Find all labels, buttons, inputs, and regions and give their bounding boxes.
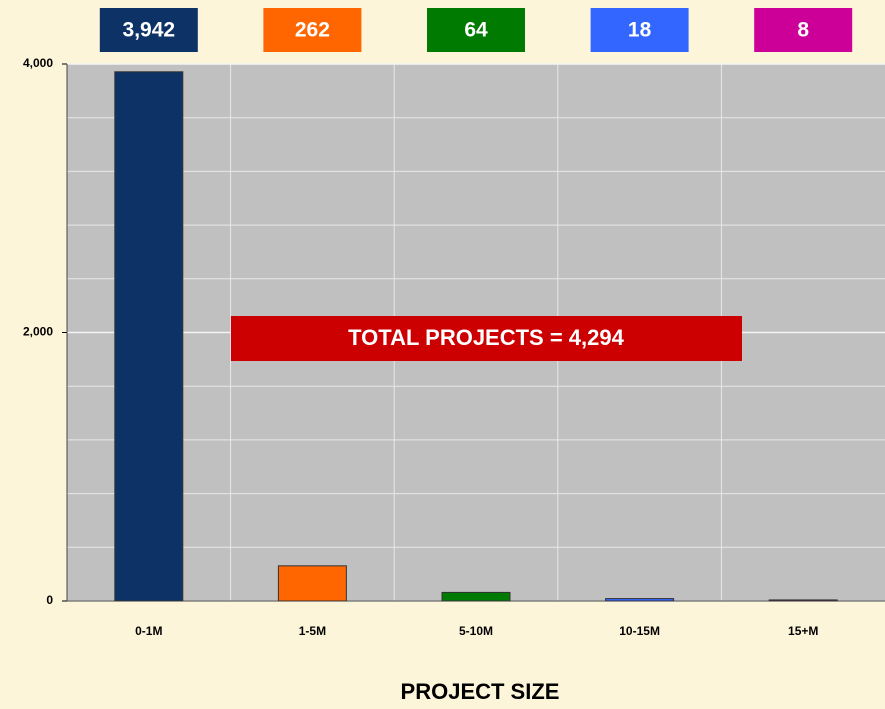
x-tick-label: 10-15M	[619, 624, 660, 638]
value-label: 18	[628, 19, 652, 42]
y-tick-label: 2,000	[23, 325, 53, 339]
bar	[768, 599, 838, 602]
value-label-box	[754, 8, 853, 52]
value-label-box	[590, 8, 689, 52]
value-label: 8	[797, 19, 809, 42]
x-axis-title: PROJECT SIZE	[401, 679, 560, 704]
y-tick-label: 4,000	[23, 56, 53, 70]
bar	[605, 598, 675, 602]
value-label-box	[263, 8, 362, 52]
x-tick-label: 0-1M	[135, 624, 162, 638]
bar	[277, 565, 347, 602]
value-label: 64	[464, 19, 488, 42]
value-label: 262	[295, 19, 330, 42]
value-label: 3,942	[123, 19, 176, 42]
x-tick-label: 15+M	[788, 624, 818, 638]
x-tick-label: 5-10M	[459, 624, 493, 638]
annotation-box	[231, 316, 742, 361]
value-label-box	[99, 8, 198, 52]
annotation: TOTAL PROJECTS = 4,294	[348, 325, 624, 350]
bar	[441, 591, 511, 602]
x-tick-label: 1-5M	[299, 624, 326, 638]
y-tick-label: 0	[46, 593, 53, 607]
bar	[114, 71, 184, 602]
value-label-box	[427, 8, 525, 52]
